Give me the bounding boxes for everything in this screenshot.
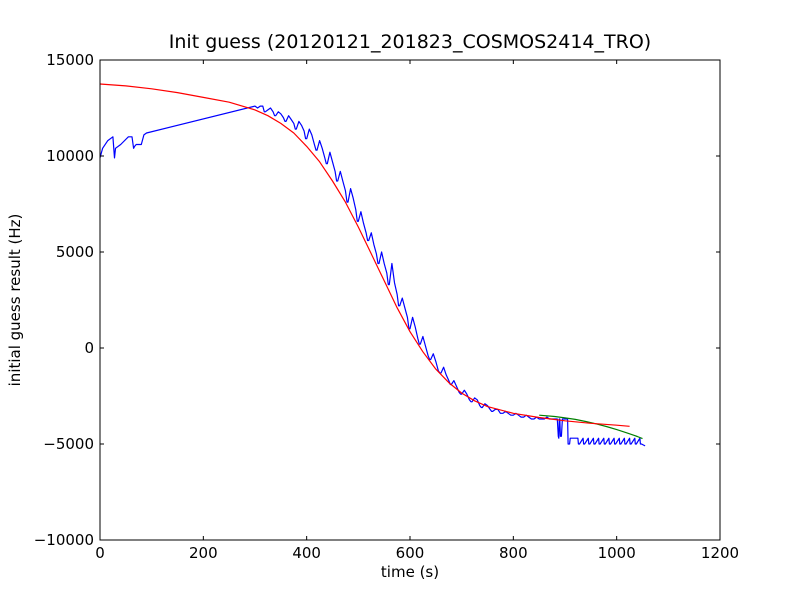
x-tick-label: 800 — [499, 544, 528, 562]
x-tick-label: 1000 — [598, 544, 636, 562]
plot-frame — [99, 59, 721, 541]
x-tick-label: 400 — [292, 544, 321, 562]
y-tick-label: −5000 — [43, 435, 94, 453]
series-line-3 — [99, 83, 630, 427]
y-tick-label: 5000 — [56, 243, 94, 261]
ticks-layer: 0 200 400 600 800 1000 1200 −10000 −5000 0 5000 100… — [34, 51, 739, 562]
chart-title: Init guess (20120121_201823_COSMOS2414_T… — [169, 31, 651, 53]
y-tick-label: −10000 — [34, 531, 94, 549]
y-axis-label: initial guess result (Hz) — [6, 214, 24, 387]
y-tick-label: 10000 — [46, 147, 94, 165]
x-tick-label: 1200 — [701, 544, 739, 562]
x-tick-label: 0 — [95, 544, 105, 562]
x-tick-label: 600 — [396, 544, 425, 562]
series-layer — [99, 83, 646, 447]
y-tick-label: 15000 — [46, 51, 94, 69]
x-tick-label: 200 — [189, 544, 218, 562]
x-axis-label: time (s) — [381, 563, 439, 581]
series-line-1 — [99, 105, 646, 447]
y-tick-label: 0 — [84, 339, 94, 357]
